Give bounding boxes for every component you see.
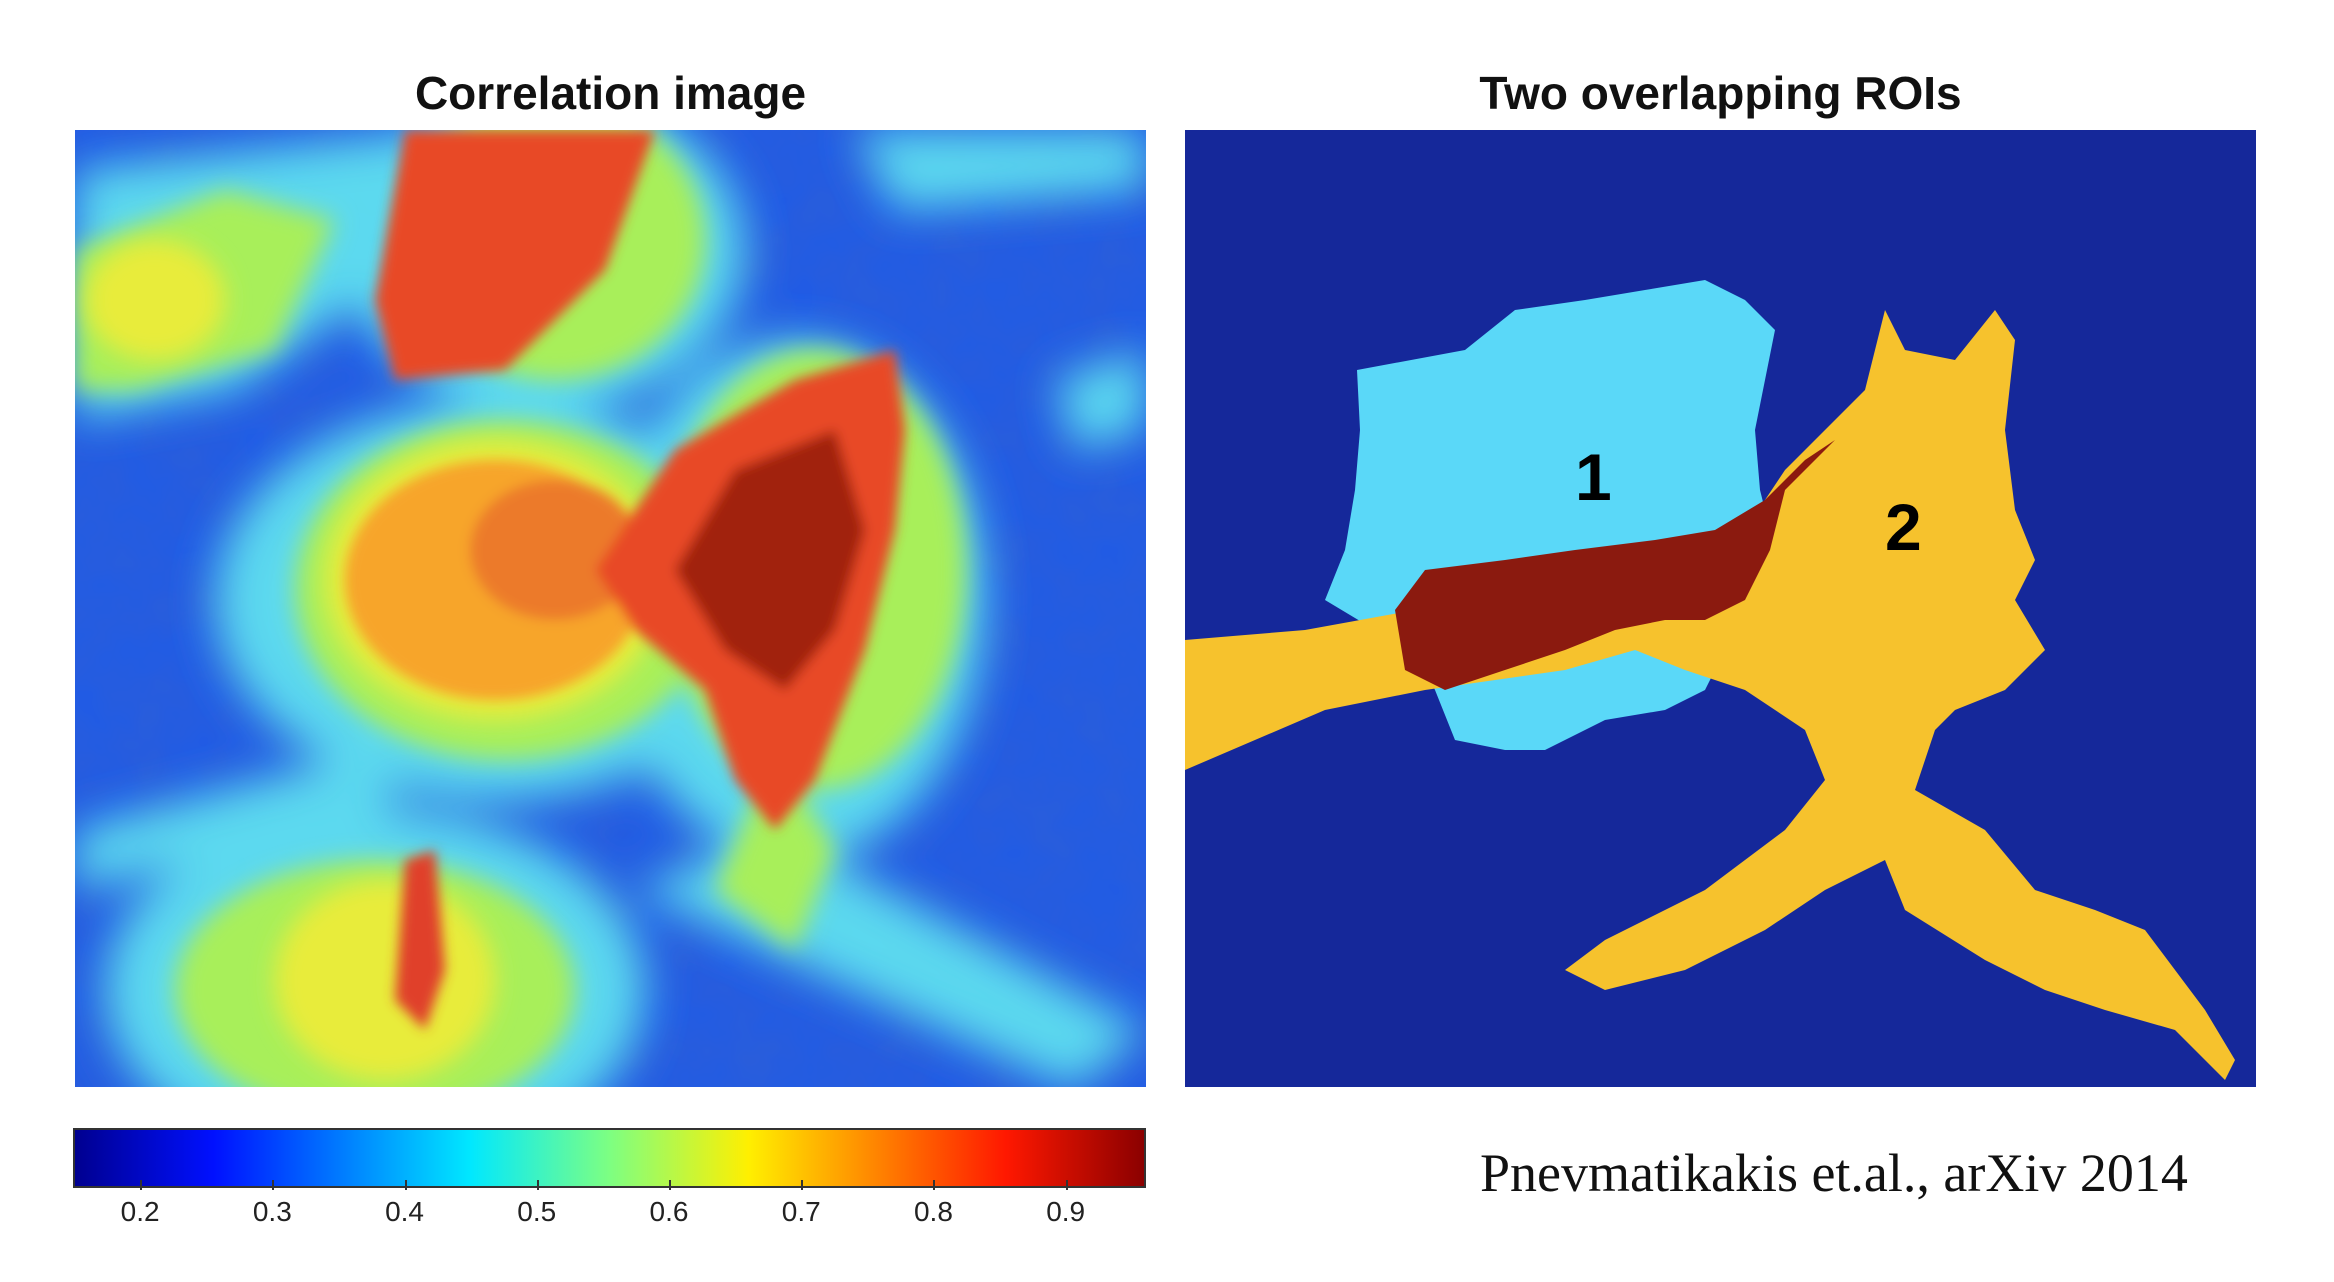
citation: Pnevmatikakis et.al., arXiv 2014 <box>1480 1143 2188 1203</box>
colorbar-tick-mark <box>536 1180 539 1190</box>
right-panel-title: Two overlapping ROIs <box>1479 67 1962 119</box>
colorbar-tick-mark <box>1065 1180 1068 1190</box>
roi-2-label: 2 <box>1885 490 1922 564</box>
colorbar-tick-mark <box>140 1180 143 1190</box>
colorbar-tick-label: 0.2 <box>120 1196 160 1227</box>
colorbar-tick-label: 0.4 <box>385 1196 425 1227</box>
roi-image: 1 2 <box>1185 130 2256 1087</box>
colorbar-tick-mark <box>669 1180 671 1190</box>
colorbar-tick-label: 0.8 <box>913 1196 953 1227</box>
correlation-image <box>75 130 1146 1087</box>
roi-overlap-region <box>1395 440 1835 690</box>
colorbar-tick-label: 0.6 <box>649 1196 689 1227</box>
left-panel-title: Correlation image <box>414 67 807 119</box>
roi-1-label: 1 <box>1575 440 1612 514</box>
colorbar <box>73 1128 1146 1192</box>
colorbar-tick-label: 0.9 <box>1046 1196 1086 1227</box>
colorbar-tick-mark <box>272 1180 275 1190</box>
colorbar-tick-mark <box>801 1180 804 1190</box>
colorbar-tick-label: 0.5 <box>517 1196 557 1227</box>
colorbar-tick-mark <box>404 1180 407 1190</box>
colorbar-tick-label: 0.3 <box>252 1196 292 1227</box>
colorbar-tick-mark <box>933 1180 936 1190</box>
colorbar-tick-label: 0.7 <box>781 1196 821 1227</box>
roi-2-region <box>1185 310 2235 1080</box>
